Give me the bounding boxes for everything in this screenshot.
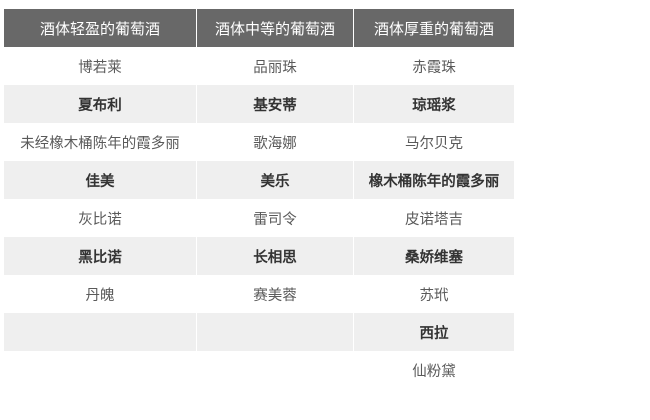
- table-row: 夏布利 基安蒂 琼瑶浆: [4, 85, 514, 123]
- table-cell: 丹魄: [85, 287, 115, 304]
- table-row: 佳美 美乐 橡木桶陈年的霞多丽: [4, 161, 514, 199]
- table-cell: [197, 313, 353, 351]
- table-cell: 苏玳: [419, 287, 449, 304]
- table-cell: 橡木桶陈年的霞多丽: [354, 161, 514, 199]
- table-cell: 仙粉黛: [412, 363, 456, 380]
- table-cell: 赛美蓉: [253, 287, 297, 304]
- table-cell: 琼瑶浆: [354, 85, 514, 123]
- table-cell: 桑娇维塞: [354, 237, 514, 275]
- table-cell: 西拉: [354, 313, 514, 351]
- table-cell: 博若莱: [78, 59, 122, 76]
- table-cell: 美乐: [197, 161, 353, 199]
- wine-body-table: 酒体轻盈的葡萄酒 酒体中等的葡萄酒 酒体厚重的葡萄酒 博若莱 品丽珠 赤霞珠夏布利基…: [3, 9, 515, 389]
- table-cell: 佳美: [4, 161, 196, 199]
- table-row: 博若莱 品丽珠 赤霞珠: [4, 47, 514, 85]
- table-cell: 未经橡木桶陈年的霞多丽: [20, 135, 180, 152]
- table-row: 仙粉黛: [4, 351, 514, 389]
- header-full-body: 酒体厚重的葡萄酒: [354, 9, 514, 47]
- table-cell: 黑比诺: [4, 237, 196, 275]
- table-row: 黑比诺 长相思 桑娇维塞: [4, 237, 514, 275]
- header-medium-body: 酒体中等的葡萄酒: [197, 9, 353, 47]
- table-cell: [4, 351, 196, 389]
- table-cell: 皮诺塔吉: [405, 211, 463, 228]
- header-light-body: 酒体轻盈的葡萄酒: [4, 9, 196, 47]
- table-cell: 雷司令: [253, 211, 297, 228]
- table-cell: 品丽珠: [253, 59, 297, 76]
- table-cell: 马尔贝克: [405, 135, 463, 152]
- table-row: 西拉: [4, 313, 514, 351]
- table-row: 灰比诺 雷司令 皮诺塔吉: [4, 199, 514, 237]
- table-cell: 赤霞珠: [412, 59, 456, 76]
- table-cell: 夏布利: [4, 85, 196, 123]
- table-cell: 歌海娜: [253, 135, 297, 152]
- table-cell: 长相思: [197, 237, 353, 275]
- table-cell: 灰比诺: [78, 211, 122, 228]
- table-cell: [4, 313, 196, 351]
- table-row: 未经橡木桶陈年的霞多丽 歌海娜 马尔贝克: [4, 123, 514, 161]
- table-cell: [197, 351, 353, 389]
- table-row: 丹魄 赛美蓉 苏玳: [4, 275, 514, 313]
- header-row: 酒体轻盈的葡萄酒 酒体中等的葡萄酒 酒体厚重的葡萄酒: [4, 9, 514, 47]
- table-cell: 基安蒂: [197, 85, 353, 123]
